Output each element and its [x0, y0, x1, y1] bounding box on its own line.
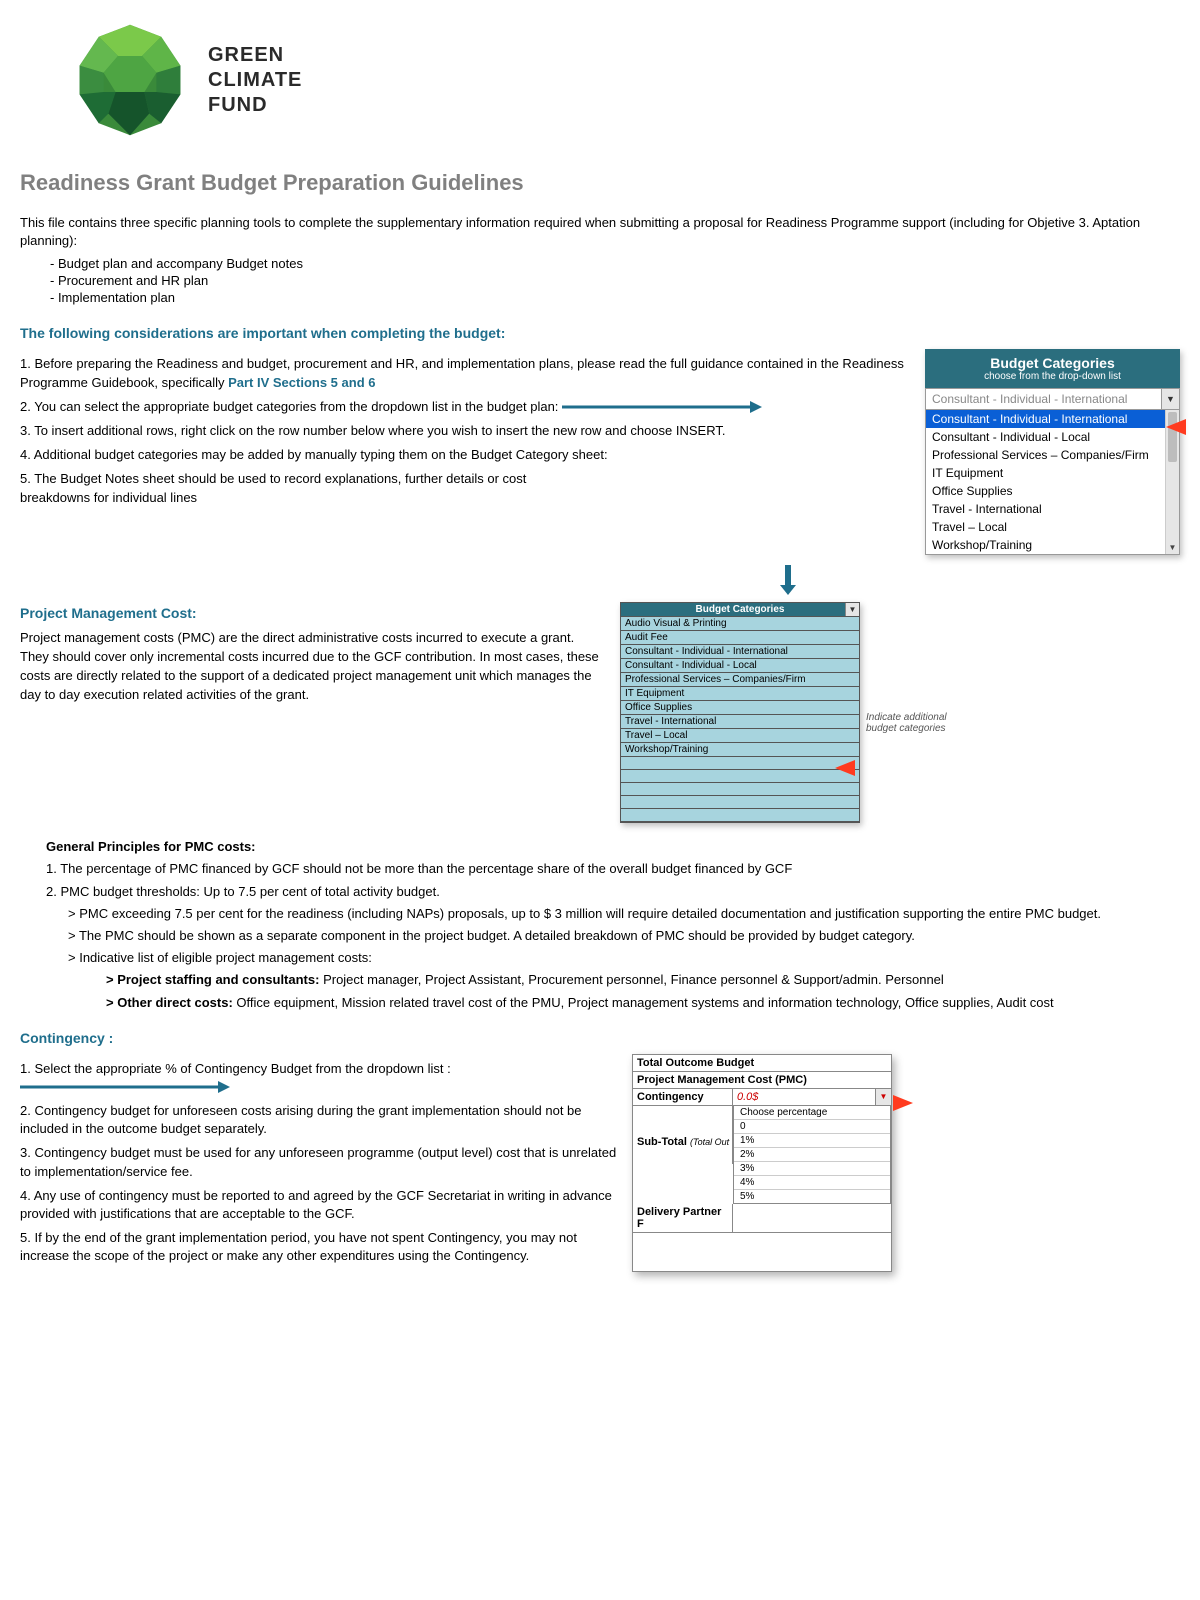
- logo-text: GREEN CLIMATE FUND: [208, 43, 302, 118]
- bullet-1: - Budget plan and accompany Budget notes: [50, 256, 1180, 271]
- dd-selected-text: Consultant - Individual - International: [926, 389, 1161, 409]
- cont-1: 1. Select the appropriate % of Contingen…: [20, 1060, 620, 1096]
- guidebook-link[interactable]: Part IV Sections 5 and 6: [228, 375, 375, 390]
- principle-sub-3: > Indicative list of eligible project ma…: [68, 949, 1180, 967]
- principle-subsub-1: > Project staffing and consultants: Proj…: [106, 971, 1180, 989]
- table-row: Professional Services – Companies/Firm: [621, 673, 859, 687]
- gcf-logo-icon: [70, 20, 190, 140]
- arrow-down-icon: [620, 565, 956, 598]
- cat-table-note: Indicate additional budget categories: [866, 712, 956, 734]
- dd-item[interactable]: Office Supplies: [926, 482, 1179, 500]
- cw-contingency-value[interactable]: 0.0$▼: [733, 1089, 891, 1105]
- arrow-right-icon: [20, 1080, 230, 1094]
- pmc-body: Project management costs (PMC) are the d…: [20, 629, 600, 704]
- cw-subtotal-label: Sub-Total (Total Out: [633, 1106, 733, 1164]
- item-5: 5. The Budget Notes sheet should be used…: [20, 470, 580, 506]
- cont-3: 3. Contingency budget must be used for a…: [20, 1144, 620, 1180]
- dd-select[interactable]: Consultant - Individual - International …: [925, 388, 1180, 410]
- principles-title: General Principles for PMC costs:: [46, 839, 1180, 854]
- principle-1: 1. The percentage of PMC financed by GCF…: [46, 860, 1180, 878]
- arrow-right-icon: [562, 400, 762, 414]
- cw-opt[interactable]: Choose percentage: [734, 1106, 890, 1120]
- cw-opt[interactable]: 5%: [734, 1190, 890, 1203]
- intro-bullets: - Budget plan and accompany Budget notes…: [50, 256, 1180, 305]
- table-row: IT Equipment: [621, 687, 859, 701]
- pmc-heading: Project Management Cost:: [20, 605, 600, 621]
- table-row: Audit Fee: [621, 631, 859, 645]
- cw-contingency-label: Contingency: [633, 1089, 733, 1105]
- item-3: 3. To insert additional rows, right clic…: [20, 422, 905, 440]
- red-arrow-icon: [1166, 419, 1186, 435]
- table-row: Consultant - Individual - International: [621, 645, 859, 659]
- bullet-3: - Implementation plan: [50, 290, 1180, 305]
- dd-list: Consultant - Individual - International …: [925, 410, 1180, 555]
- cont-4: 4. Any use of contingency must be report…: [20, 1187, 620, 1223]
- dd-subtitle: choose from the drop-down list: [929, 371, 1176, 382]
- cw-opt[interactable]: 0: [734, 1120, 890, 1134]
- bullet-2: - Procurement and HR plan: [50, 273, 1180, 288]
- budget-category-table: Budget Categories▼ Audio Visual & Printi…: [620, 602, 860, 823]
- table-row: [621, 757, 859, 770]
- chevron-down-icon[interactable]: ▼: [1161, 389, 1179, 409]
- dd-item[interactable]: Travel - International: [926, 500, 1179, 518]
- dd-item[interactable]: IT Equipment: [926, 464, 1179, 482]
- cw-opt[interactable]: 1%: [734, 1134, 890, 1148]
- chevron-down-icon[interactable]: ▼: [1166, 540, 1179, 554]
- cw-row-2: Project Management Cost (PMC): [633, 1072, 891, 1088]
- principle-subsub-2: > Other direct costs: Office equipment, …: [106, 994, 1180, 1012]
- principle-sub-2: > The PMC should be shown as a separate …: [68, 927, 1180, 945]
- dd-item[interactable]: Professional Services – Companies/Firm: [926, 446, 1179, 464]
- table-row: Travel - International: [621, 715, 859, 729]
- logo-line1: GREEN: [208, 43, 302, 68]
- dd-item[interactable]: Consultant - Individual - Local: [926, 428, 1179, 446]
- table-row: Consultant - Individual - Local: [621, 659, 859, 673]
- contingency-heading: Contingency :: [20, 1030, 1180, 1046]
- item-2: 2. You can select the appropriate budget…: [20, 398, 905, 416]
- table-row: [621, 809, 859, 822]
- cw-opt[interactable]: 4%: [734, 1176, 890, 1190]
- table-row: Office Supplies: [621, 701, 859, 715]
- table-row: Workshop/Training: [621, 743, 859, 757]
- table-row: Travel – Local: [621, 729, 859, 743]
- table-row: [621, 783, 859, 796]
- item-4: 4. Additional budget categories may be a…: [20, 446, 905, 464]
- dd-item[interactable]: Travel – Local: [926, 518, 1179, 536]
- item-1: 1. Before preparing the Readiness and bu…: [20, 355, 905, 391]
- dd-item[interactable]: Workshop/Training: [926, 536, 1179, 554]
- logo-block: GREEN CLIMATE FUND: [20, 20, 1180, 140]
- red-arrow-icon: [835, 760, 855, 776]
- principle-2: 2. PMC budget thresholds: Up to 7.5 per …: [46, 883, 1180, 901]
- red-arrow-icon: [893, 1095, 913, 1111]
- cw-row-1: Total Outcome Budget: [633, 1055, 891, 1071]
- pmc-principles: General Principles for PMC costs: 1. The…: [46, 839, 1180, 1011]
- dd-title: Budget Categories: [929, 355, 1176, 371]
- contingency-text: 1. Select the appropriate % of Contingen…: [20, 1054, 620, 1272]
- principle-sub-1: > PMC exceeding 7.5 per cent for the rea…: [68, 905, 1180, 923]
- table-row: [621, 796, 859, 809]
- cw-opt[interactable]: 3%: [734, 1162, 890, 1176]
- chevron-down-icon[interactable]: ▼: [875, 1089, 891, 1105]
- logo-line2: CLIMATE: [208, 68, 302, 93]
- table-row: Audio Visual & Printing: [621, 617, 859, 631]
- table-row: [621, 770, 859, 783]
- cw-percent-dropdown: Choose percentage 0 1% 2% 3% 4% 5%: [733, 1106, 891, 1204]
- contingency-widget: Total Outcome Budget Project Management …: [632, 1054, 892, 1272]
- cw-delivery-label: Delivery Partner F: [633, 1204, 733, 1232]
- cont-5: 5. If by the end of the grant implementa…: [20, 1229, 620, 1265]
- cont-2: 2. Contingency budget for unforeseen cos…: [20, 1102, 620, 1138]
- intro-text: This file contains three specific planni…: [20, 214, 1180, 250]
- logo-line3: FUND: [208, 93, 302, 118]
- considerations-heading: The following considerations are importa…: [20, 325, 1180, 341]
- page-title: Readiness Grant Budget Preparation Guide…: [20, 170, 1180, 196]
- cw-opt[interactable]: 2%: [734, 1148, 890, 1162]
- cat-table-header: Budget Categories▼: [621, 603, 859, 617]
- chevron-down-icon[interactable]: ▼: [845, 603, 859, 616]
- dd-item[interactable]: Consultant - Individual - International: [926, 410, 1179, 428]
- budget-categories-dropdown: Budget Categories choose from the drop-d…: [925, 349, 1180, 555]
